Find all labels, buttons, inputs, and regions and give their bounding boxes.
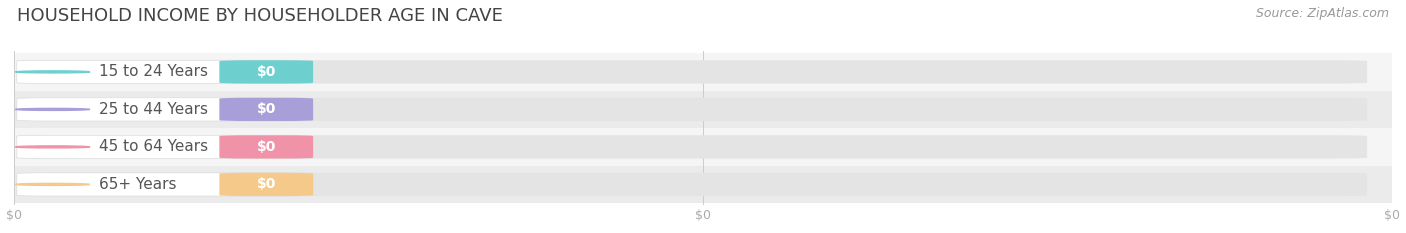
Circle shape [15, 146, 90, 148]
Text: 15 to 24 Years: 15 to 24 Years [100, 64, 208, 79]
Circle shape [15, 108, 90, 110]
Text: 45 to 64 Years: 45 to 64 Years [100, 139, 208, 154]
FancyBboxPatch shape [17, 173, 314, 196]
Bar [14, 53, 1392, 91]
FancyBboxPatch shape [17, 60, 314, 83]
Text: $0: $0 [256, 177, 276, 192]
Text: $0: $0 [256, 65, 276, 79]
FancyBboxPatch shape [219, 98, 314, 121]
Bar [14, 128, 1392, 166]
FancyBboxPatch shape [17, 135, 314, 158]
Circle shape [15, 183, 90, 185]
FancyBboxPatch shape [17, 173, 1367, 196]
FancyBboxPatch shape [219, 135, 314, 158]
FancyBboxPatch shape [17, 98, 314, 121]
Circle shape [15, 71, 90, 73]
FancyBboxPatch shape [219, 173, 314, 196]
Bar [14, 166, 1392, 203]
Text: Source: ZipAtlas.com: Source: ZipAtlas.com [1256, 7, 1389, 20]
Text: 65+ Years: 65+ Years [100, 177, 177, 192]
FancyBboxPatch shape [17, 98, 1367, 121]
Text: $0: $0 [256, 140, 276, 154]
Text: $0: $0 [256, 102, 276, 116]
Text: HOUSEHOLD INCOME BY HOUSEHOLDER AGE IN CAVE: HOUSEHOLD INCOME BY HOUSEHOLDER AGE IN C… [17, 7, 503, 25]
Bar [14, 91, 1392, 128]
Text: 25 to 44 Years: 25 to 44 Years [100, 102, 208, 117]
FancyBboxPatch shape [17, 135, 1367, 158]
FancyBboxPatch shape [17, 60, 1367, 83]
FancyBboxPatch shape [219, 60, 314, 83]
